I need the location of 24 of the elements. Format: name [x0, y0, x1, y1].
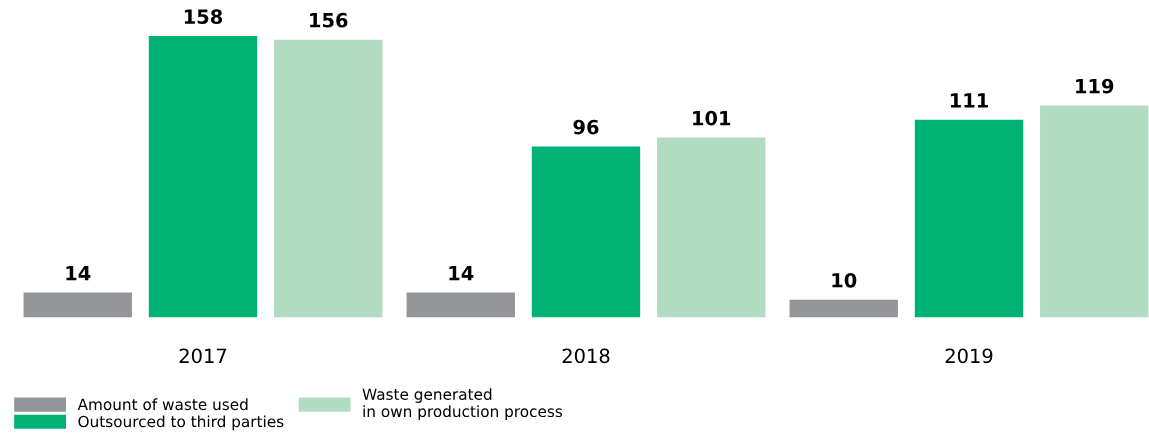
data-label: 101 — [693, 110, 731, 126]
bar — [1040, 105, 1149, 318]
bar — [148, 36, 258, 318]
bar — [914, 119, 1024, 318]
x-tick-label: 2018 — [562, 348, 610, 364]
data-label: 111 — [950, 93, 988, 108]
legend-label: Outsourced to third parties — [78, 415, 284, 431]
x-tick-label: 2019 — [945, 348, 993, 364]
data-label: 156 — [310, 12, 348, 28]
bar — [23, 292, 132, 318]
data-label: 96 — [573, 119, 599, 135]
bar — [274, 39, 383, 318]
data-label: 14 — [449, 266, 474, 281]
data-label: 10 — [832, 272, 857, 288]
x-tick-label: 2017 — [179, 348, 227, 364]
legend-label: Amount of waste used — [77, 398, 248, 411]
bar — [406, 292, 515, 318]
bar — [657, 137, 766, 318]
data-label: 158 — [184, 9, 223, 24]
bar — [789, 299, 898, 318]
bar — [531, 146, 641, 318]
legend-label: Waste generated in own production process — [362, 388, 563, 421]
data-label: 14 — [66, 266, 91, 281]
data-label: 119 — [1076, 78, 1114, 94]
